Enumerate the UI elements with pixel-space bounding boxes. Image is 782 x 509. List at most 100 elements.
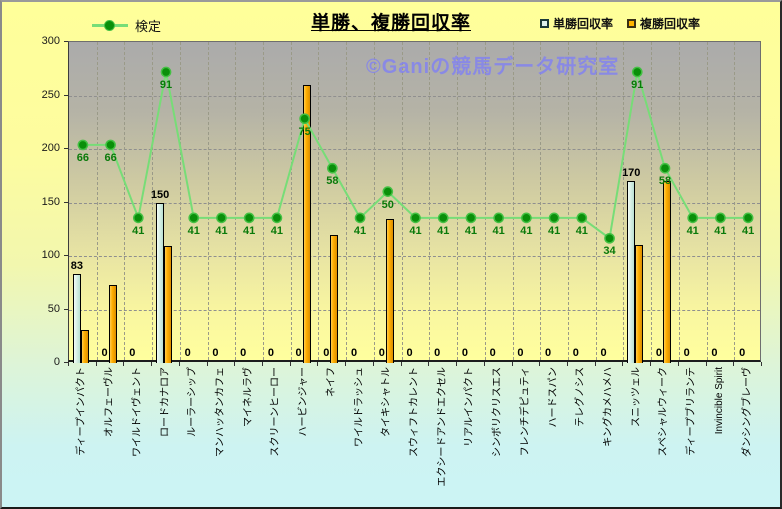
bar-fukusho xyxy=(80,329,89,363)
kentei-value-label: 41 xyxy=(575,224,588,237)
x-axis-tick xyxy=(622,362,624,366)
kentei-value-label: 58 xyxy=(326,175,339,188)
kentei-value-label: 41 xyxy=(187,224,200,237)
x-axis-category-label: ネイフ xyxy=(325,367,337,397)
x-gridline xyxy=(484,42,486,360)
kentei-marker xyxy=(299,113,310,125)
kentei-marker xyxy=(659,162,671,174)
kentei-value-label: 41 xyxy=(353,224,367,237)
kentei-marker xyxy=(188,212,200,224)
x-axis-tick xyxy=(289,362,291,366)
bar-fukusho xyxy=(330,234,339,363)
x-axis-tick xyxy=(650,362,652,366)
x-gridline xyxy=(595,42,597,360)
kentei-value-label: 41 xyxy=(742,224,755,237)
y-gridline xyxy=(69,95,760,97)
kentei-marker xyxy=(576,212,588,224)
legend-kentei-label: 検定 xyxy=(135,19,162,34)
x-gridline xyxy=(235,42,237,360)
kentei-marker xyxy=(105,139,116,151)
kentei-value-label: 41 xyxy=(547,224,561,237)
legend-fukusho-label: 複勝回収率 xyxy=(640,17,701,31)
kentei-marker xyxy=(160,66,172,78)
x-axis-tick xyxy=(456,362,458,366)
x-gridline xyxy=(734,42,736,360)
x-axis-category-label: オルフェーヴル xyxy=(104,367,116,437)
x-gridline xyxy=(457,42,459,360)
x-axis-tick xyxy=(483,362,485,366)
bar-value-label: 0 xyxy=(267,347,274,359)
x-axis-category-label: ロードカナロア xyxy=(159,367,171,437)
bar-value-label: 0 xyxy=(378,347,385,359)
kentei-marker xyxy=(493,212,505,224)
bar-tansho xyxy=(627,181,636,363)
kentei-value-label: 41 xyxy=(492,224,505,237)
x-gridline xyxy=(706,42,708,360)
x-gridline xyxy=(152,42,154,360)
x-axis-category-label: スクリーンヒーロー xyxy=(270,367,282,457)
x-axis-tick xyxy=(151,362,153,366)
y-axis-tick xyxy=(64,201,68,203)
x-gridline xyxy=(263,42,265,360)
kentei-line-marker-icon xyxy=(92,20,128,31)
bar-fukusho xyxy=(385,218,394,363)
x-axis-tick xyxy=(428,362,430,366)
y-axis-tick-label: 150 xyxy=(41,195,60,208)
x-gridline xyxy=(96,42,98,360)
x-axis-tick xyxy=(733,362,735,366)
x-axis-category-label: ダンシングブレーヴ xyxy=(741,367,753,457)
legend-series: 単勝回収率 複勝回収率 xyxy=(540,15,700,32)
x-axis-tick xyxy=(539,362,541,366)
kentei-marker xyxy=(604,232,615,244)
x-axis-category-label: スペシャルウィーク xyxy=(658,367,670,457)
bar-value-label: 0 xyxy=(600,347,607,359)
legend-kentei: 検定 xyxy=(92,16,161,35)
x-gridline xyxy=(290,42,292,360)
tansho-swatch-icon xyxy=(540,19,549,28)
kentei-value-label: 41 xyxy=(215,224,228,237)
y-gridline xyxy=(69,309,760,311)
bar-fukusho xyxy=(164,246,173,363)
kentei-marker xyxy=(742,212,754,224)
y-axis-tick-label: 300 xyxy=(41,35,60,47)
bar-tansho xyxy=(156,202,165,363)
legend-item-tansho: 単勝回収率 xyxy=(540,15,613,32)
bar-value-label: 0 xyxy=(406,347,413,359)
kentei-value-label: 41 xyxy=(714,224,727,237)
kentei-dot-icon xyxy=(104,20,115,31)
x-axis-tick xyxy=(677,362,679,366)
kentei-value-label: 75 xyxy=(298,125,311,138)
kentei-value-label: 66 xyxy=(76,151,89,164)
kentei-marker xyxy=(715,212,726,224)
kentei-line-layer xyxy=(77,66,754,244)
bar-fukusho xyxy=(635,245,644,363)
kentei-marker xyxy=(132,212,144,224)
x-axis-category-label: ディープブリランテ xyxy=(686,367,698,456)
kentei-value-label: 41 xyxy=(409,224,422,237)
x-axis-tick xyxy=(206,362,208,366)
x-axis-tick xyxy=(594,362,596,366)
legend-tansho-label: 単勝回収率 xyxy=(553,17,614,31)
x-axis-tick xyxy=(400,362,402,366)
x-axis-category-label: ハービンジャー xyxy=(298,367,310,437)
bar-value-label: 0 xyxy=(129,347,136,359)
kentei-marker xyxy=(77,139,89,151)
y-gridline xyxy=(69,149,760,150)
kentei-marker xyxy=(326,162,338,174)
kentei-value-label: 41 xyxy=(270,224,284,237)
x-gridline xyxy=(651,42,653,360)
kentei-marker xyxy=(687,212,699,224)
bar-value-label: 170 xyxy=(622,167,641,180)
bar-fukusho xyxy=(302,84,311,363)
bar-value-label: 150 xyxy=(150,188,170,201)
y-axis-tick-label: 0 xyxy=(53,356,60,368)
kentei-marker xyxy=(382,186,394,197)
bar-value-label: 83 xyxy=(70,260,83,273)
x-axis-category-label: マイネルラヴ xyxy=(242,367,254,427)
y-axis-tick xyxy=(64,255,68,256)
x-gridline xyxy=(124,42,126,360)
bar-fukusho xyxy=(108,284,117,363)
bar-value-label: 0 xyxy=(240,347,247,359)
x-gridline xyxy=(567,42,569,360)
